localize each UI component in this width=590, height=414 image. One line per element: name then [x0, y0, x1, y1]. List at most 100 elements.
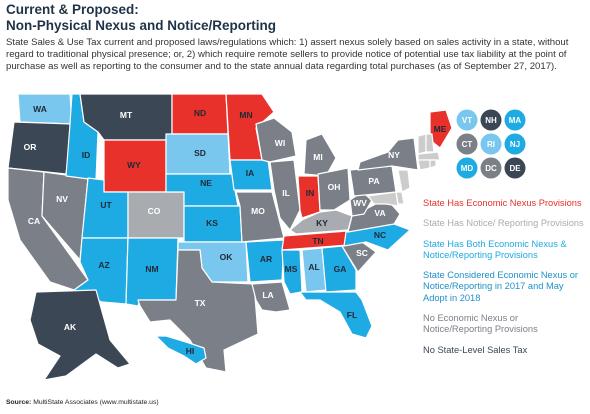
source-label: Source:: [6, 399, 32, 406]
label-KY: KY: [316, 218, 328, 228]
label-VA: VA: [374, 208, 385, 218]
badge-ct[interactable]: [456, 133, 478, 155]
badge-nj[interactable]: [504, 133, 526, 155]
legend-item-economic-nexus: State Has Economic Nexus Provisions: [423, 198, 582, 208]
state-IA[interactable]: [229, 159, 273, 191]
label-TN: TN: [312, 236, 323, 246]
badge-label-de: DE: [509, 164, 521, 173]
label-WI: WI: [275, 138, 285, 148]
state-MI[interactable]: [303, 133, 337, 177]
legend: State Has Economic Nexus Provisions State…: [423, 198, 588, 365]
label-IL: IL: [282, 188, 290, 198]
label-MO: MO: [251, 206, 265, 216]
badge-label-ma: MA: [509, 116, 522, 125]
badge-label-vt: VT: [462, 116, 472, 125]
state-IN[interactable]: [297, 175, 321, 219]
label-MT: MT: [120, 110, 133, 120]
state-NY[interactable]: [357, 137, 419, 171]
badge-dc[interactable]: [480, 157, 502, 179]
label-ID: ID: [82, 150, 91, 160]
label-UT: UT: [100, 200, 112, 210]
badge-label-md: MD: [461, 164, 474, 173]
badge-label-dc: DC: [485, 164, 497, 173]
label-KS: KS: [206, 218, 218, 228]
label-NE: NE: [200, 178, 212, 188]
badge-label-nj: NJ: [510, 140, 520, 149]
label-NC: NC: [374, 230, 386, 240]
label-AZ: AZ: [98, 260, 109, 270]
legend-item-no-sales-tax: No State-Level Sales Tax: [423, 344, 528, 355]
state-RI[interactable]: [429, 159, 437, 169]
state-HI[interactable]: [155, 335, 207, 365]
state-TX[interactable]: [137, 249, 259, 373]
label-MS: MS: [285, 264, 298, 274]
state-MD[interactable]: [367, 191, 399, 207]
badge-md[interactable]: [456, 157, 478, 179]
badge-label-nh: NH: [485, 116, 497, 125]
label-WV: WV: [353, 198, 367, 208]
state-MS[interactable]: [281, 249, 303, 295]
label-ME: ME: [434, 124, 447, 134]
badge-vt[interactable]: [456, 109, 478, 131]
state-WI[interactable]: [255, 117, 297, 163]
title-line-1: Current & Proposed:: [6, 2, 139, 17]
source-text: MultiState Associates (www.multistate.us…: [33, 399, 159, 406]
source-note: Source: MultiState Associates (www.multi…: [6, 399, 159, 406]
badge-nh[interactable]: [480, 109, 502, 131]
header: Current & Proposed: Non-Physical Nexus a…: [6, 2, 586, 74]
state-CT[interactable]: [417, 159, 431, 171]
label-NV: NV: [56, 194, 68, 204]
label-MN: MN: [239, 110, 252, 120]
state-AR[interactable]: [245, 239, 285, 283]
label-PA: PA: [368, 176, 379, 186]
state-AK[interactable]: [29, 289, 131, 381]
description: State Sales & Use Tax current and propos…: [6, 37, 569, 73]
label-CO: CO: [148, 206, 161, 216]
state-OR[interactable]: [7, 121, 73, 175]
state-KY[interactable]: [289, 209, 353, 235]
label-AL: AL: [308, 262, 319, 272]
northeast-badges: VT NH MA CT RI NJ MD DC DE: [456, 109, 526, 179]
state-GA[interactable]: [321, 245, 357, 293]
label-TX: TX: [195, 298, 206, 308]
state-LA[interactable]: [251, 281, 291, 313]
state-labels: WA OR CA NV ID MT WY UT CO AZ NM ND SD N…: [24, 104, 447, 356]
legend-item-none: No Economic Nexus or Notice/Reporting Pr…: [423, 313, 538, 335]
label-GA: GA: [334, 264, 347, 274]
badge-label-ct: CT: [462, 140, 473, 149]
badge-de[interactable]: [504, 157, 526, 179]
title-line-2: Non-Physical Nexus and Notice/Reporting: [6, 18, 277, 33]
label-WY: WY: [127, 160, 141, 170]
state-VT[interactable]: [417, 133, 427, 155]
label-SC: SC: [356, 248, 368, 258]
label-FL: FL: [347, 310, 357, 320]
label-NY: NY: [388, 150, 400, 160]
label-LA: LA: [262, 290, 273, 300]
label-CA: CA: [28, 216, 40, 226]
label-HI: HI: [186, 346, 195, 356]
label-NM: NM: [145, 264, 158, 274]
badge-ma[interactable]: [504, 109, 526, 131]
badge-label-ri: RI: [487, 140, 495, 149]
label-OR: OR: [24, 142, 37, 152]
state-FL[interactable]: [299, 291, 373, 339]
label-IN: IN: [306, 188, 315, 198]
label-ND: ND: [194, 108, 206, 118]
legend-item-notice-reporting: State Has Notice/ Reporting Provisions: [423, 218, 584, 229]
state-OH[interactable]: [317, 167, 351, 211]
state-MA[interactable]: [417, 151, 441, 161]
state-MO[interactable]: [235, 191, 285, 243]
state-NJ[interactable]: [397, 169, 411, 193]
state-VA[interactable]: [347, 197, 401, 233]
label-IA: IA: [246, 168, 255, 178]
label-AK: AK: [64, 322, 77, 332]
label-WA: WA: [33, 104, 47, 114]
label-OH: OH: [328, 182, 341, 192]
badge-ri[interactable]: [480, 133, 502, 155]
label-SD: SD: [194, 148, 206, 158]
state-NH[interactable]: [425, 133, 435, 153]
legend-item-considered: State Considered Economic Nexus or Notic…: [423, 270, 579, 303]
label-MI: MI: [313, 152, 322, 162]
legend-item-both: State Has Both Economic Nexus & Notice/R…: [423, 238, 567, 260]
